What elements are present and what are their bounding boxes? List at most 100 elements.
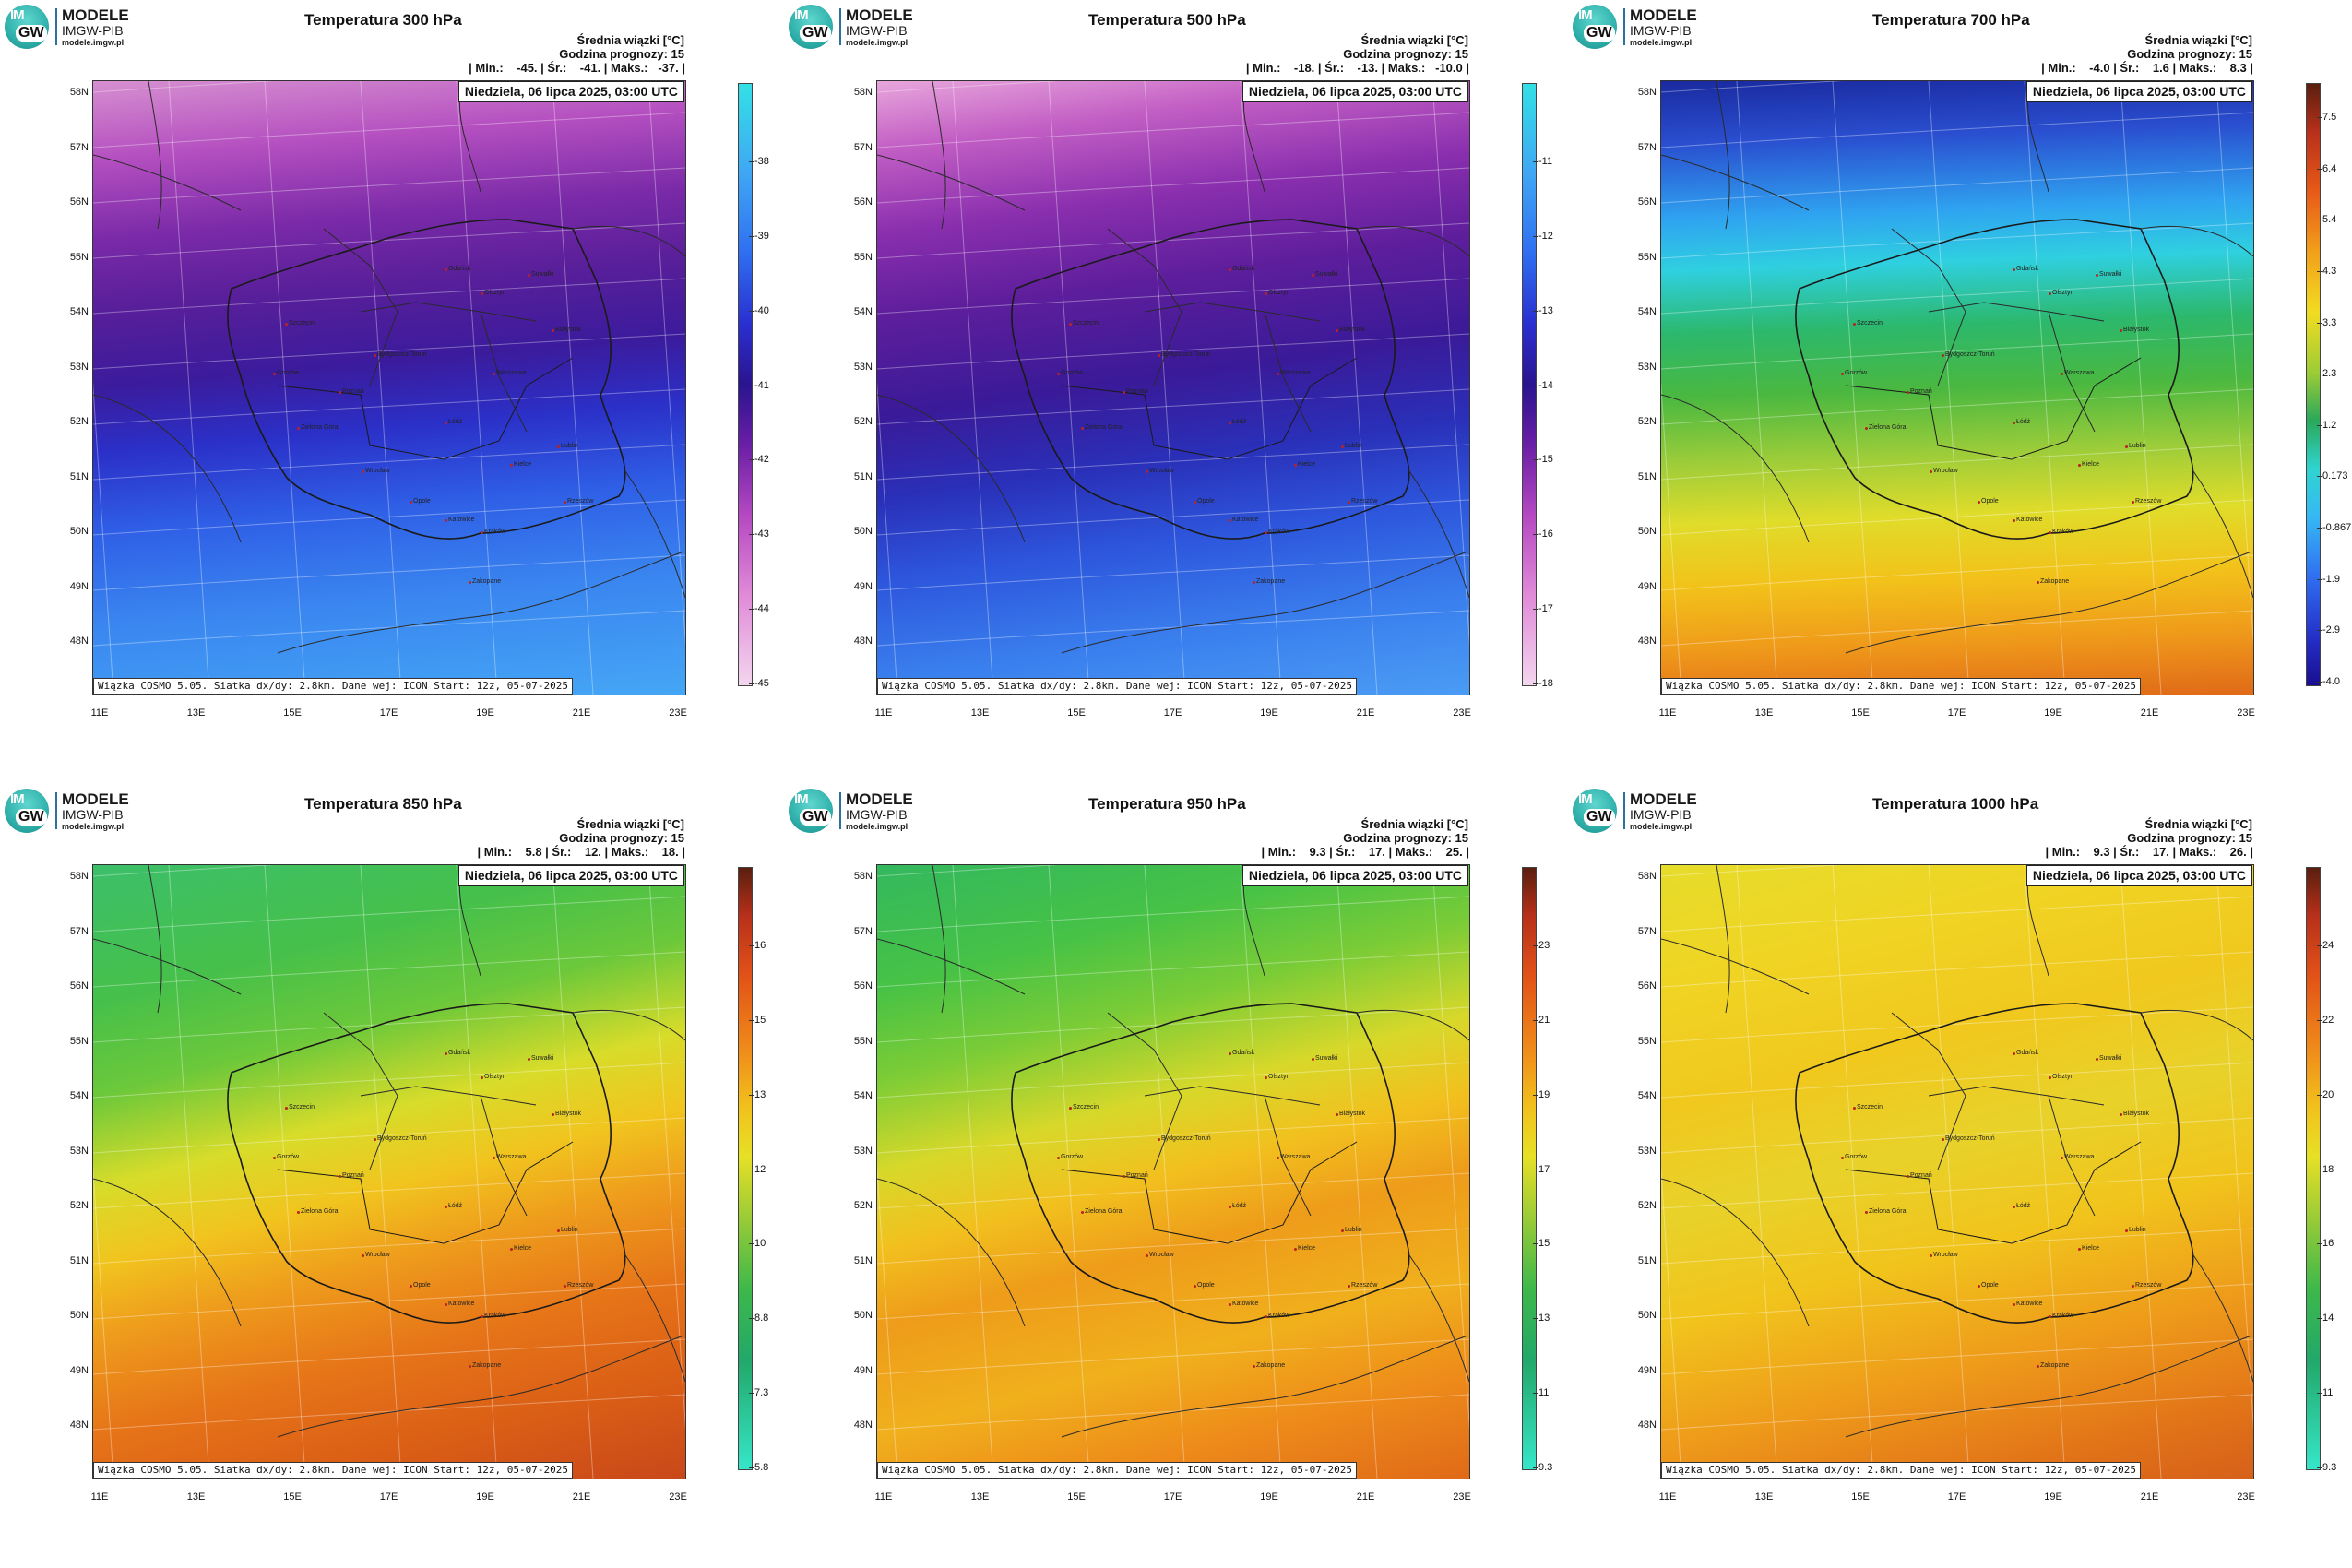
city-label: Białystok (2119, 327, 2150, 333)
lat-label: 54N (1637, 306, 1657, 317)
graticule-lat (1661, 1228, 2253, 1265)
logo-divider (1623, 8, 1625, 45)
graticule-lat (93, 112, 685, 148)
city-label: Olsztyn (1264, 1074, 1290, 1080)
logo-name: MODELE (846, 6, 913, 24)
colorbar-tick: 18 (2316, 1164, 2334, 1175)
colorbar-tick: 5.8 (748, 1462, 769, 1473)
lon-label: 17E (1163, 707, 1182, 719)
lon-label: 17E (1163, 1491, 1182, 1503)
city-label: Szczecin (284, 1104, 315, 1111)
graticule-lat (1661, 333, 2253, 370)
graticule-lon (1661, 1164, 1682, 1479)
lat-label: 53N (853, 361, 873, 373)
poland-border (227, 1003, 626, 1324)
region-border (932, 865, 1468, 1438)
lat-label: 48N (1637, 1420, 1657, 1431)
lat-label: 56N (853, 196, 873, 208)
city-label: Katowice (444, 517, 475, 523)
graticule-lat (1661, 167, 2253, 204)
forecast-panel: IM GW MODELE IMGW-PIB modele.imgw.pl Temperat… (784, 0, 1568, 784)
city-label: Łódź (2012, 419, 2031, 425)
colorbar-tick: 24 (2316, 940, 2334, 951)
city-label: Zakopane (468, 578, 502, 585)
lon-label: 17E (1947, 707, 1966, 719)
lon-label: 17E (1947, 1491, 1966, 1503)
graticule-lat (1661, 499, 2253, 536)
forecast-panel: IM GW MODELE IMGW-PIB modele.imgw.pl Temperat… (0, 784, 784, 1568)
city-label: Gdańsk (1228, 1050, 1255, 1056)
city-label: Kraków (2048, 529, 2074, 535)
colorbar-tick: 5.4 (2316, 214, 2337, 225)
city-label: Gorzów (1840, 1154, 1868, 1160)
colorbar-tick: -44 (749, 603, 769, 614)
lat-label: 53N (69, 361, 89, 373)
graticule-lon (93, 1164, 114, 1479)
temperature-map: Gdańsk Olsztyn Suwałki Szczecin Białystok Byd… (92, 80, 686, 695)
lat-label: 55N (1637, 251, 1657, 263)
panel-title: Temperatura 500 hPa (1088, 11, 1246, 29)
region-border (1144, 1086, 1321, 1106)
graticule-lat (877, 1338, 1469, 1375)
logo-url: modele.imgw.pl (62, 822, 125, 831)
city-label: Lublin (1341, 443, 1362, 449)
colorbar (1522, 867, 1537, 1470)
model-info: Wiązka COSMO 5.05. Siatka dx/dy: 2.8km. … (93, 678, 573, 695)
forecast-panel: IM GW MODELE IMGW-PIB modele.imgw.pl Temperat… (784, 784, 1568, 1568)
forecast-date: Niedziela, 06 lipca 2025, 03:00 UTC (1241, 81, 1468, 102)
lat-label: 48N (1637, 636, 1657, 647)
colorbar-tick: 7.5 (2316, 112, 2337, 123)
city-label: Warszawa (2060, 370, 2095, 376)
city-label: Warszawa (1276, 1154, 1311, 1160)
colorbar-tick: -0.867 (2316, 522, 2352, 533)
graticule-lon (456, 865, 498, 1479)
logo-name: MODELE (62, 790, 129, 808)
graticule-lat (1661, 222, 2253, 259)
city-label: Zakopane (2036, 578, 2070, 585)
logo-org: IMGW-PIB (846, 23, 908, 38)
lon-label: 19E (476, 1491, 494, 1503)
colorbar-tick: 17 (1532, 1164, 1550, 1175)
lon-label: 13E (1754, 707, 1774, 719)
graticule-lat (877, 333, 1469, 370)
region-border (1661, 154, 2253, 599)
graticule-lon (1928, 865, 1970, 1479)
mean-label: Średnia wiązki [°C] (576, 33, 684, 47)
mean-label: Średnia wiązki [°C] (1360, 33, 1468, 47)
colorbar-tick: 10 (748, 1238, 766, 1249)
graticule-lat (877, 610, 1469, 647)
graticule-lon (168, 81, 210, 695)
city-label: Zakopane (468, 1362, 502, 1369)
graticule-lat (93, 1228, 685, 1265)
graticule-lon (1048, 865, 1090, 1479)
lon-label: 19E (2044, 1491, 2062, 1503)
panel-title: Temperatura 1000 hPa (1872, 795, 2039, 813)
region-border (877, 154, 1469, 599)
region-border (148, 865, 684, 1438)
lat-label: 58N (853, 87, 873, 98)
graticule-lon (360, 81, 402, 695)
lat-label: 53N (69, 1145, 89, 1157)
lon-label: 15E (1851, 707, 1870, 719)
lon-label: 23E (669, 1491, 687, 1503)
graticule-lat (877, 554, 1469, 591)
city-label: Szczecin (1852, 320, 1883, 327)
graticule-lat (877, 1228, 1469, 1265)
lat-label: 49N (1637, 1364, 1657, 1376)
imgw-logo: IM GW MODELE IMGW-PIB modele.imgw.pl (789, 789, 945, 835)
forecast-hour: Godzina prognozy: 15 (2127, 47, 2252, 61)
logo-badge-bottom: GW (800, 809, 831, 826)
city-label: Wrocław (1930, 468, 1958, 474)
map-overlay (1661, 81, 2253, 695)
city-label: Zakopane (1252, 1362, 1286, 1369)
graticule-lat (93, 222, 685, 259)
lon-label: 21E (2140, 1491, 2159, 1503)
colorbar-tick: -17 (1533, 603, 1553, 614)
graticule-lat (93, 278, 685, 315)
model-info: Wiązka COSMO 5.05. Siatka dx/dy: 2.8km. … (93, 1462, 573, 1479)
graticule-lat (1661, 81, 1842, 93)
lat-label: 51N (1637, 1254, 1657, 1266)
graticule-lon (1431, 81, 1469, 647)
stats-line: | Min.: 9.3 | Śr.: 17. | Maks.: 26. | (2045, 845, 2253, 859)
graticule-lon (456, 81, 498, 695)
